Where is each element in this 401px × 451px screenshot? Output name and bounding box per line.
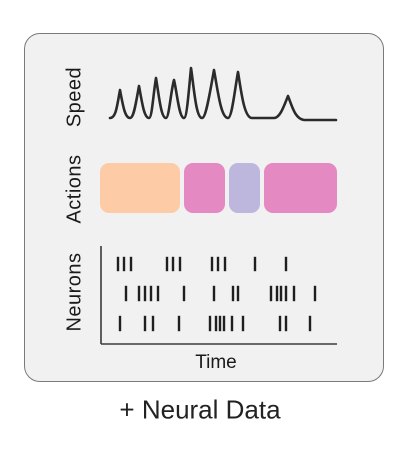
action-segment	[184, 163, 225, 213]
action-segment	[229, 163, 260, 213]
action-segment	[264, 163, 337, 213]
spike-raster	[116, 256, 317, 332]
speed-trace	[108, 66, 338, 122]
neuron-row-2	[124, 285, 317, 302]
neuron-row-3	[118, 315, 312, 332]
time-axis-label: Time	[195, 352, 237, 373]
action-segment	[100, 163, 180, 213]
caption: + Neural Data	[119, 394, 281, 425]
neuron-row-1	[116, 256, 288, 272]
